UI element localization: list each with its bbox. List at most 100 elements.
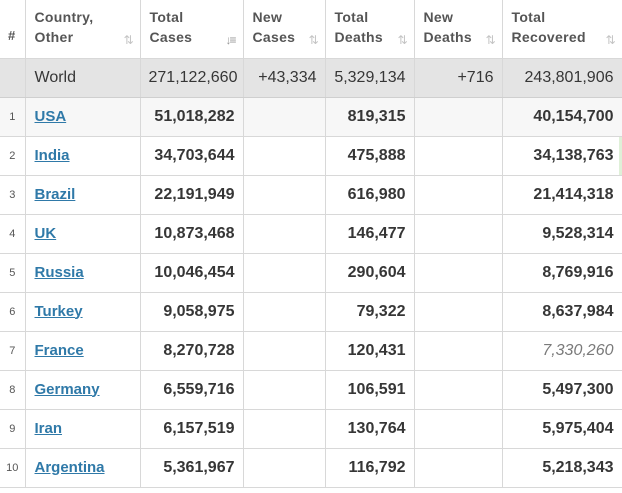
table-row: 7 France 8,270,728 120,431 7,330,260 <box>0 331 622 371</box>
sort-updown-icon[interactable]: ⇅ <box>308 32 318 47</box>
country-link[interactable]: France <box>34 341 84 359</box>
total-deaths-cell: 616,980 <box>325 175 415 215</box>
new-cases-cell <box>243 331 326 371</box>
world-total-row: World 271,122,660 +43,334 5,329,134 +716… <box>0 58 622 98</box>
country-link[interactable]: Argentina <box>34 458 105 476</box>
total-recovered-cell: 8,769,916 <box>502 253 622 293</box>
rank-cell: 8 <box>0 370 26 410</box>
sort-descending-icon[interactable]: ↓≡ <box>225 32 236 47</box>
world-total-recovered-cell: 243,801,906 <box>502 58 622 98</box>
header-total-cases[interactable]: Total Cases ↓≡ <box>140 0 244 59</box>
total-cases-cell: 8,270,728 <box>140 331 244 371</box>
header-total-deaths[interactable]: Total Deaths ⇅ <box>325 0 415 59</box>
country-cell: Iran <box>25 409 141 449</box>
world-total-cases-cell: 271,122,660 <box>140 58 244 98</box>
country-link[interactable]: Turkey <box>34 302 83 320</box>
total-cases-cell: 6,559,716 <box>140 370 244 410</box>
total-cases-cell: 5,361,967 <box>140 448 244 488</box>
country-link[interactable]: Iran <box>34 419 63 437</box>
sort-updown-icon[interactable]: ⇅ <box>397 32 407 47</box>
header-rank[interactable]: # <box>0 0 26 59</box>
total-recovered-cell: 9,528,314 <box>502 214 622 254</box>
total-deaths-cell: 120,431 <box>325 331 415 371</box>
rank-cell: 6 <box>0 292 26 332</box>
world-rank-cell <box>0 58 26 98</box>
table-header-row: # Country, Other ⇅ Total Cases ↓≡ New Ca… <box>0 0 622 59</box>
new-cases-cell <box>243 448 326 488</box>
total-deaths-cell: 116,792 <box>325 448 415 488</box>
total-deaths-cell: 79,322 <box>325 292 415 332</box>
total-deaths-cell: 290,604 <box>325 253 415 293</box>
table-row: 5 Russia 10,046,454 290,604 8,769,916 <box>0 253 622 293</box>
table-row: 6 Turkey 9,058,975 79,322 8,637,984 <box>0 292 622 332</box>
table-row: 9 Iran 6,157,519 130,764 5,975,404 <box>0 409 622 449</box>
total-cases-cell: 9,058,975 <box>140 292 244 332</box>
country-cell: USA <box>25 97 141 137</box>
total-cases-cell: 51,018,282 <box>140 97 244 137</box>
total-cases-cell: 6,157,519 <box>140 409 244 449</box>
rank-cell: 5 <box>0 253 26 293</box>
total-deaths-cell: 106,591 <box>325 370 415 410</box>
total-deaths-cell: 819,315 <box>325 97 415 137</box>
country-cell: India <box>25 136 141 176</box>
new-cases-cell <box>243 214 326 254</box>
country-link[interactable]: India <box>34 146 70 164</box>
table-row: 1 USA 51,018,282 819,315 40,154,700 <box>0 97 622 137</box>
sort-updown-icon[interactable]: ⇅ <box>485 32 495 47</box>
new-deaths-cell <box>414 253 503 293</box>
new-cases-cell <box>243 409 326 449</box>
total-cases-cell: 10,046,454 <box>140 253 244 293</box>
new-cases-cell <box>243 292 326 332</box>
rank-cell: 9 <box>0 409 26 449</box>
new-deaths-cell <box>414 331 503 371</box>
header-new-deaths[interactable]: New Deaths ⇅ <box>414 0 503 59</box>
total-recovered-cell: 40,154,700 <box>502 97 622 137</box>
new-deaths-cell <box>414 175 503 215</box>
total-recovered-cell: 8,637,984 <box>502 292 622 332</box>
total-cases-cell: 22,191,949 <box>140 175 244 215</box>
country-link[interactable]: Russia <box>34 263 84 281</box>
world-country-cell: World <box>25 58 141 98</box>
new-cases-cell <box>243 136 326 176</box>
new-deaths-cell <box>414 97 503 137</box>
country-cell: UK <box>25 214 141 254</box>
total-deaths-cell: 475,888 <box>325 136 415 176</box>
table-body: World 271,122,660 +43,334 5,329,134 +716… <box>0 58 622 488</box>
total-recovered-cell: 5,218,343 <box>502 448 622 488</box>
total-cases-cell: 34,703,644 <box>140 136 244 176</box>
country-link[interactable]: USA <box>34 107 67 125</box>
new-deaths-cell <box>414 214 503 254</box>
total-deaths-cell: 146,477 <box>325 214 415 254</box>
sort-updown-icon[interactable]: ⇅ <box>123 32 133 47</box>
header-country[interactable]: Country, Other ⇅ <box>25 0 141 59</box>
rank-cell: 2 <box>0 136 26 176</box>
total-recovered-cell: 7,330,260 <box>502 331 622 371</box>
country-link[interactable]: Brazil <box>34 185 76 203</box>
new-cases-cell <box>243 175 326 215</box>
country-link[interactable]: Germany <box>34 380 100 398</box>
rank-cell: 3 <box>0 175 26 215</box>
new-cases-cell <box>243 253 326 293</box>
rank-cell: 1 <box>0 97 26 137</box>
total-recovered-cell: 5,497,300 <box>502 370 622 410</box>
header-new-cases[interactable]: New Cases ⇅ <box>243 0 326 59</box>
country-cell: Brazil <box>25 175 141 215</box>
world-new-cases-cell: +43,334 <box>243 58 326 98</box>
total-recovered-cell: 21,414,318 <box>502 175 622 215</box>
new-deaths-cell <box>414 370 503 410</box>
country-link[interactable]: UK <box>34 224 57 242</box>
table-row: 3 Brazil 22,191,949 616,980 21,414,318 <box>0 175 622 215</box>
total-recovered-cell: 5,975,404 <box>502 409 622 449</box>
world-new-deaths-cell: +716 <box>414 58 503 98</box>
country-cell: France <box>25 331 141 371</box>
country-cell: Turkey <box>25 292 141 332</box>
sort-updown-icon[interactable]: ⇅ <box>605 32 615 47</box>
country-cell: Germany <box>25 370 141 410</box>
new-cases-cell <box>243 370 326 410</box>
table-row: 4 UK 10,873,468 146,477 9,528,314 <box>0 214 622 254</box>
header-total-recovered[interactable]: Total Recovered ⇅ <box>502 0 622 59</box>
new-deaths-cell <box>414 292 503 332</box>
country-cell: Russia <box>25 253 141 293</box>
rank-cell: 4 <box>0 214 26 254</box>
